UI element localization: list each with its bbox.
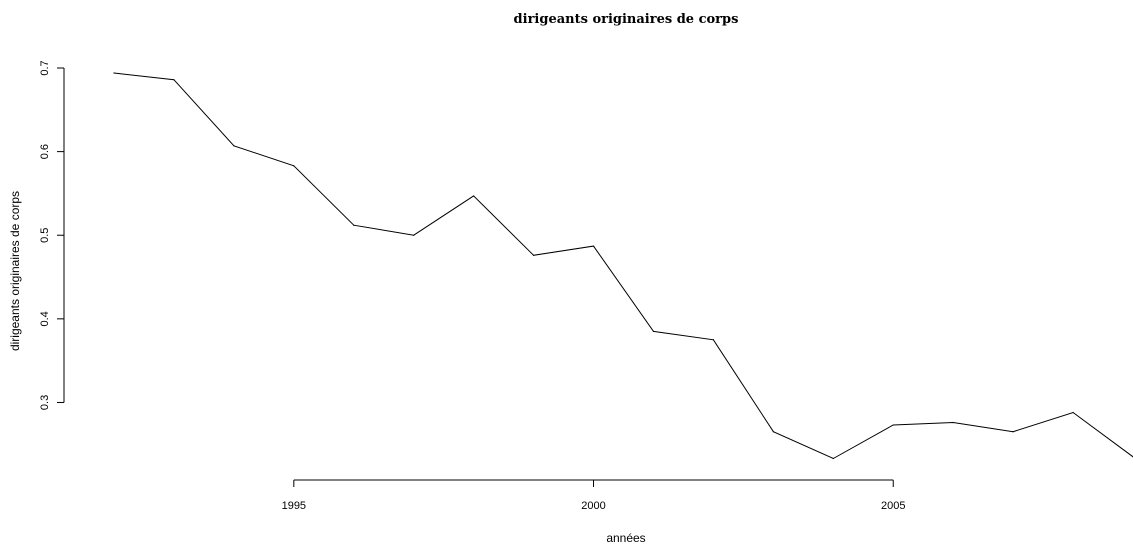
data-point [1072,411,1074,414]
y-tick-label: 0.6 [39,144,51,159]
data-point [532,254,535,256]
series-line [113,72,1133,460]
x-tick-label: 2005 [881,500,905,512]
y-tick-label: 0.5 [39,228,51,243]
data-point [233,145,235,147]
data-point [353,224,355,226]
chart-title: dirigeants originaires de corps [514,12,739,27]
data-point [652,330,655,332]
data-point [473,195,475,197]
data-point [952,421,954,424]
x-axis: 1995 2000 2005 [282,479,905,512]
y-axis: 0.3 0.4 0.5 0.6 0.7 [39,60,65,410]
y-axis-label: dirigeants originaires de corps [8,191,22,351]
data-point [293,165,295,167]
data-point [892,424,894,426]
x-tick-label: 2000 [581,500,605,512]
series-group [113,72,1133,460]
data-point [173,79,175,81]
data-point [413,234,415,236]
data-point [113,72,115,74]
x-tick-label: 1995 [282,500,306,512]
y-tick-label: 0.3 [39,395,51,410]
data-point [832,457,834,460]
x-axis-label: années [606,531,645,544]
y-tick-label: 0.7 [39,60,51,75]
y-tick-label: 0.4 [39,311,51,326]
data-point [712,339,715,341]
data-point [1012,431,1014,433]
data-point [772,431,774,433]
data-point [592,245,595,247]
